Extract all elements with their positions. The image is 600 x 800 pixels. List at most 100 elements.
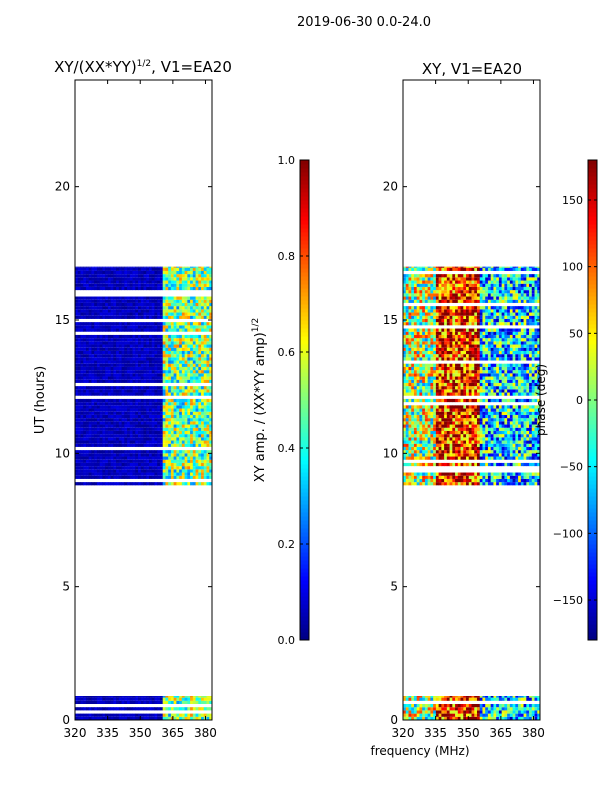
- heatmap-cell: [446, 475, 450, 479]
- heatmap-cell: [80, 405, 84, 409]
- heatmap-cell: [181, 280, 185, 284]
- heatmap-cell: [198, 267, 202, 271]
- heatmap-cell: [452, 697, 456, 701]
- amplitude-colorbar-frame: [299, 159, 310, 641]
- heatmap-cell: [168, 456, 172, 460]
- heatmap-cell: [143, 341, 147, 345]
- heatmap-cell: [504, 456, 508, 460]
- heatmap-cell: [201, 338, 205, 342]
- heatmap-cell: [496, 418, 500, 422]
- heatmap-cell: [507, 440, 511, 444]
- heatmap-cell: [512, 462, 516, 467]
- heatmap-cell: [209, 312, 213, 316]
- heatmap-cell: [173, 338, 177, 342]
- heatmap-cell: [105, 700, 109, 704]
- heatmap-cell: [165, 280, 169, 284]
- heatmap-cell: [105, 299, 109, 303]
- heatmap-cell: [159, 306, 164, 310]
- heatmap-cell: [154, 334, 158, 339]
- heatmap-cell: [457, 710, 461, 714]
- heatmap-cell: [168, 312, 172, 316]
- colorbar-segment: [300, 636, 309, 641]
- heatmap-cell: [184, 707, 188, 711]
- heatmap-cell: [132, 341, 136, 345]
- heatmap-cell: [187, 482, 191, 486]
- heatmap-cell: [77, 475, 81, 479]
- heatmap-cell: [206, 402, 210, 406]
- heatmap-cell: [110, 373, 114, 377]
- heatmap-cell: [468, 453, 472, 457]
- heatmap-cell: [143, 328, 147, 332]
- heatmap-cell: [209, 443, 213, 447]
- heatmap-cell: [493, 713, 497, 717]
- heatmap-cell: [83, 302, 87, 307]
- heatmap-cell: [102, 266, 106, 268]
- heatmap-cell: [165, 338, 169, 342]
- heatmap-cell: [512, 408, 516, 412]
- heatmap-cell: [157, 334, 161, 339]
- heatmap-cell: [148, 309, 153, 313]
- heatmap-cell: [107, 357, 112, 361]
- heatmap-cell: [190, 376, 194, 380]
- heatmap-cell: [515, 462, 519, 467]
- heatmap-cell: [487, 716, 492, 720]
- heatmap-cell: [176, 402, 180, 406]
- heatmap-cell: [463, 697, 467, 701]
- colorbar-segment: [300, 464, 309, 469]
- heatmap-cell: [143, 338, 147, 342]
- heatmap-cell: [487, 475, 492, 479]
- heatmap-cell: [463, 704, 467, 708]
- heatmap-cell: [148, 440, 153, 444]
- heatmap-cell: [121, 402, 125, 406]
- heatmap-cell: [512, 707, 516, 711]
- heatmap-cell: [195, 302, 199, 307]
- heatmap-cell: [187, 360, 191, 364]
- heatmap-cell: [206, 430, 210, 435]
- heatmap-cell: [129, 322, 133, 326]
- heatmap-cell: [91, 309, 95, 313]
- heatmap-cell: [190, 334, 194, 339]
- heatmap-cell: [151, 341, 155, 345]
- heatmap-cell: [482, 710, 486, 714]
- heatmap-cell: [107, 716, 112, 720]
- heatmap-cell: [209, 270, 213, 275]
- heatmap-cell: [116, 430, 120, 435]
- heatmap-cell: [77, 315, 81, 319]
- heatmap-cell: [91, 696, 95, 698]
- heatmap-cell: [534, 450, 538, 454]
- heatmap-cell: [201, 700, 205, 704]
- heatmap-cell: [168, 392, 172, 396]
- heatmap-cell: [433, 424, 437, 428]
- heatmap-cell: [179, 309, 183, 313]
- heatmap-cell: [485, 440, 489, 444]
- heatmap-cell: [124, 392, 128, 396]
- heatmap-cell: [203, 408, 207, 412]
- heatmap-cell: [127, 322, 131, 326]
- heatmap-cell: [537, 710, 541, 714]
- heatmap-cell: [157, 283, 161, 287]
- heatmap-cell: [85, 472, 90, 476]
- heatmap-cell: [148, 322, 153, 326]
- heatmap-cell: [490, 478, 494, 483]
- heatmap-cell: [138, 466, 142, 470]
- heatmap-cell: [184, 408, 188, 412]
- heatmap-cell: [165, 389, 169, 393]
- heatmap-cell: [512, 446, 516, 451]
- heatmap-cell: [148, 277, 153, 281]
- heatmap-cell: [135, 363, 139, 367]
- heatmap-cell: [430, 437, 434, 441]
- heatmap-cell: [94, 700, 98, 704]
- heatmap-cell: [452, 408, 456, 412]
- heatmap-cell: [463, 707, 467, 711]
- heatmap-cell: [143, 315, 147, 319]
- heatmap-cell: [515, 713, 519, 717]
- heatmap-cell: [427, 405, 431, 409]
- heatmap-cell: [192, 283, 196, 287]
- heatmap-cell: [403, 472, 407, 476]
- heatmap-cell: [132, 267, 136, 271]
- heatmap-cell: [146, 440, 150, 444]
- heatmap-cell: [190, 440, 194, 444]
- heatmap-cell: [507, 450, 511, 454]
- heatmap-cell: [143, 354, 147, 358]
- heatmap-cell: [170, 354, 175, 358]
